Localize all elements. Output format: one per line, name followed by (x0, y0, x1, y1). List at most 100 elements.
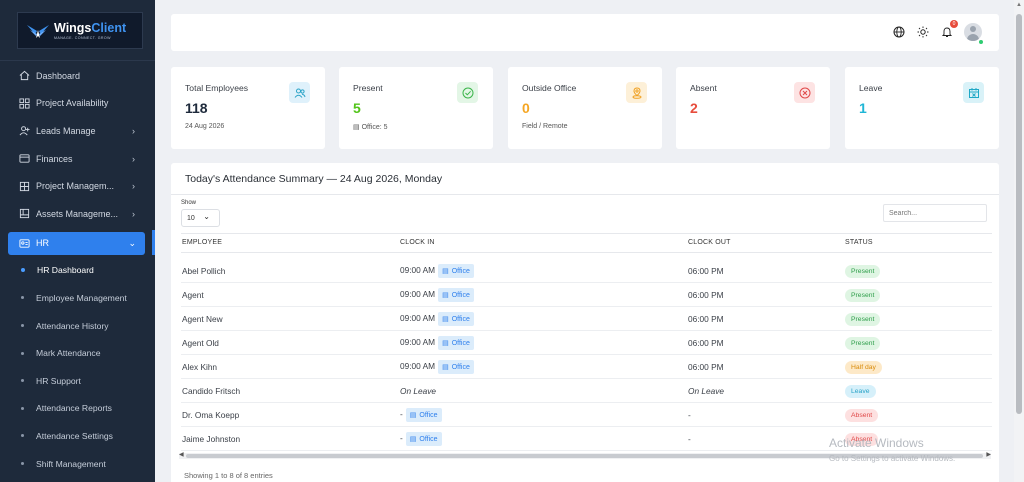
sidebar-subitem-employee-management[interactable]: Employee Management (0, 284, 155, 312)
avatar[interactable] (964, 23, 982, 41)
table-row[interactable]: Candido Fritsch On Leave On Leave Leave (181, 379, 992, 403)
bell-icon[interactable]: 0 (940, 20, 958, 39)
location-label: Office (451, 339, 470, 347)
search-input[interactable] (883, 204, 987, 222)
stat-value: 0 (522, 100, 530, 116)
sidebar-item-hr[interactable]: HR ⌄ (8, 231, 145, 255)
stat-card-total-employees[interactable]: Total Employees 118 24 Aug 2026 (171, 67, 325, 149)
clock-in-time: On Leave (400, 386, 436, 396)
stat-card-absent[interactable]: Absent 2 (676, 67, 830, 149)
table-row[interactable]: Agent 09:00 AM ▤ Office 06:00 PM Present (181, 283, 992, 307)
column-header-status[interactable]: STATUS (845, 239, 873, 246)
sidebar-item-label: HR (36, 238, 49, 249)
page-scrollbar[interactable]: ▲ (1014, 0, 1024, 482)
id-card-icon (18, 237, 30, 249)
sidebar-item-assets-management[interactable]: Assets Manageme... › (0, 200, 155, 228)
stat-subtext: ▤ Office: 5 (353, 124, 388, 131)
location-tag: ▤ Office (438, 312, 474, 326)
clock-in-cell: 09:00 AM ▤ Office (400, 360, 474, 374)
stat-value: 5 (353, 100, 361, 116)
sidebar-subitem-label: Mark Attendance (36, 348, 101, 359)
bullet-icon (21, 351, 24, 355)
chevron-right-icon: › (132, 153, 135, 164)
sidebar-item-label: Dashboard (36, 70, 81, 81)
clock-in-cell: 09:00 AM ▤ Office (400, 312, 474, 326)
table-row[interactable]: Abel Pollich 09:00 AM ▤ Office 06:00 PM Prese… (181, 259, 992, 283)
brand-name: WingsClient (54, 20, 127, 35)
stat-card-leave[interactable]: Leave 1 (845, 67, 999, 149)
location-tag: ▤ Office (438, 336, 474, 350)
office-icon: ▤ (442, 292, 449, 299)
status-badge: Absent (845, 409, 879, 422)
clock-out-time: 06:00 PM (688, 362, 724, 372)
sidebar-subitem-attendance-reports[interactable]: Attendance Reports (0, 395, 155, 423)
windows-activation-watermark: Activate Windows Go to Settings to activ… (829, 436, 955, 463)
sidebar-subitem-label: HR Dashboard (37, 265, 94, 276)
sidebar: WingsClient MANAGE. CONNECT. GROW Dashbo… (0, 0, 155, 482)
stat-card-present[interactable]: Present 5 ▤ Office: 5 (339, 67, 493, 149)
sidebar-item-label: Assets Manageme... (36, 208, 119, 219)
clock-in-time: - (400, 409, 403, 420)
table-row[interactable]: Jaime Johnston - ▤ Office - Absent (181, 427, 992, 451)
clock-out-time: 06:00 PM (688, 266, 724, 276)
stat-card-outside-office[interactable]: Outside Office 0 Field / Remote (508, 67, 662, 149)
page-scrollbar-thumb[interactable] (1016, 14, 1022, 414)
sidebar-item-finances[interactable]: Finances › (0, 145, 155, 173)
sidebar-item-label: Finances (36, 153, 73, 164)
column-header-employee[interactable]: EMPLOYEE (182, 239, 223, 246)
employee-name: Jaime Johnston (182, 434, 241, 444)
clock-in-time: 09:00 AM (400, 265, 436, 276)
sidebar-subitem-hr-dashboard[interactable]: HR Dashboard (0, 257, 155, 285)
bullet-icon (21, 406, 24, 410)
avatar-body (967, 34, 979, 41)
scrollbar-thumb[interactable] (186, 454, 983, 458)
user-plus-icon (18, 125, 30, 137)
status-badge: Present (845, 265, 881, 278)
clock-in-time: 09:00 AM (400, 361, 436, 372)
scroll-up-icon[interactable]: ▲ (1016, 2, 1022, 8)
scroll-right-icon[interactable]: ▶ (986, 452, 991, 458)
table-row[interactable]: Agent Old 09:00 AM ▤ Office 06:00 PM Present (181, 331, 992, 355)
scroll-left-icon[interactable]: ◀ (179, 452, 184, 458)
bullet-icon (21, 462, 24, 466)
clock-in-cell: On Leave (400, 386, 436, 396)
table-row[interactable]: Dr. Oma Koepp - ▤ Office - Absent (181, 403, 992, 427)
sidebar-subitem-shift-management[interactable]: Shift Management (0, 450, 155, 478)
chevron-right-icon: › (132, 208, 135, 219)
sidebar-item-project-availability[interactable]: Project Availability (0, 90, 155, 118)
column-header-clock-out[interactable]: CLOCK OUT (688, 239, 731, 246)
sidebar-item-project-management[interactable]: Project Managem... › (0, 172, 155, 200)
status-badge: Leave (845, 385, 876, 398)
sidebar-item-dashboard[interactable]: Dashboard (0, 62, 155, 90)
location-icon (626, 82, 647, 103)
sun-icon[interactable] (916, 25, 930, 39)
location-label: Office (451, 315, 470, 323)
sidebar-item-label: Project Managem... (36, 181, 115, 192)
calendar-icon (963, 82, 984, 103)
sidebar-subitem-attendance-settings[interactable]: Attendance Settings (0, 422, 155, 450)
location-tag: ▤ Office (438, 288, 474, 302)
office-icon: ▤ (442, 340, 449, 347)
column-header-clock-in[interactable]: CLOCK IN (400, 239, 435, 246)
sidebar-subitem-mark-attendance[interactable]: Mark Attendance (0, 339, 155, 367)
globe-icon[interactable] (892, 25, 906, 39)
sidebar-subitem-attendance-history[interactable]: Attendance History (0, 312, 155, 340)
employee-name: Agent New (182, 314, 223, 324)
sidebar-subitem-label: Attendance History (36, 320, 109, 331)
status-badge: Present (845, 289, 881, 302)
chevron-right-icon: › (132, 125, 135, 136)
sidebar-subitem-label: Shift Management (36, 458, 106, 469)
brand-logo[interactable]: WingsClient MANAGE. CONNECT. GROW (17, 12, 143, 49)
table-row[interactable]: Alex Kihn 09:00 AM ▤ Office 06:00 PM Half day (181, 355, 992, 379)
chevron-down-icon: ⌄ (203, 212, 210, 221)
sidebar-item-leads-manage[interactable]: Leads Manage › (0, 117, 155, 145)
sidebar-subitem-hr-support[interactable]: HR Support (0, 367, 155, 395)
horizontal-scrollbar[interactable]: ◀ ▶ (179, 452, 991, 459)
home-icon (18, 70, 30, 82)
table-row[interactable]: Agent New 09:00 AM ▤ Office 06:00 PM Present (181, 307, 992, 331)
sidebar-scroll-indicator[interactable] (152, 230, 155, 255)
table-footer-info: Showing 1 to 8 of 8 entries (184, 471, 273, 480)
chevron-right-icon: › (132, 181, 135, 192)
status-badge: Absent (845, 433, 879, 446)
page-size-select[interactable]: 10 ⌄ (181, 209, 220, 227)
